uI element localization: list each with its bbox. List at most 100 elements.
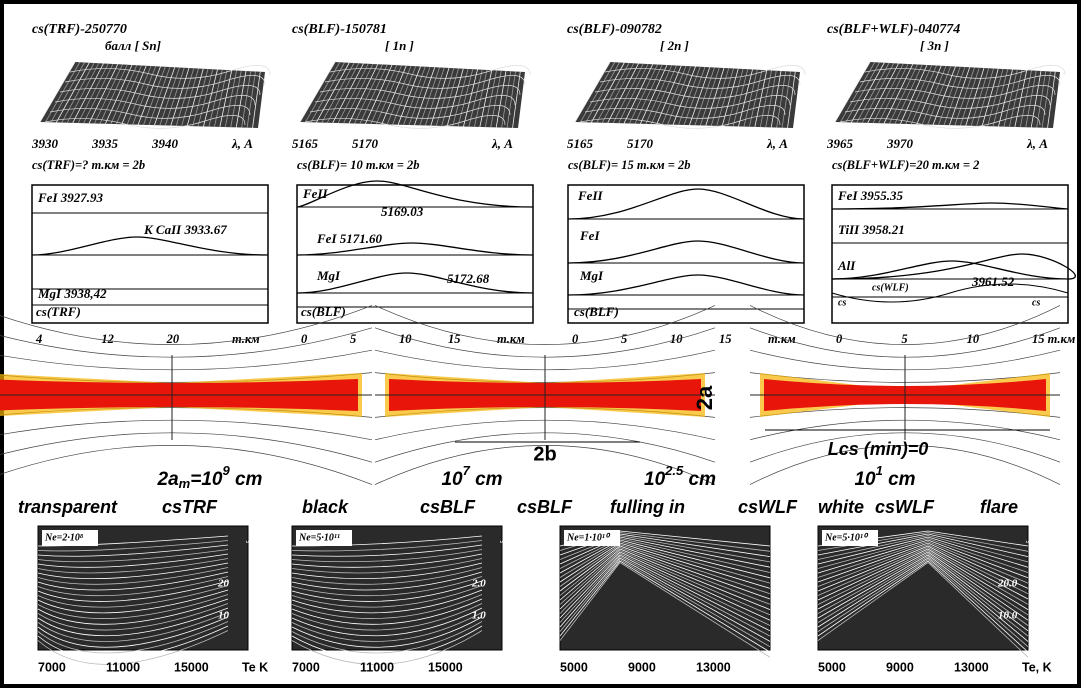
- surface-line: [126, 65, 152, 125]
- surface-line: [694, 67, 715, 126]
- surface-line: [37, 549, 229, 563]
- surface-ridge: [584, 105, 786, 119]
- surface-line: [252, 71, 261, 128]
- surface-line: [37, 558, 229, 574]
- surface-ridge: [849, 95, 1051, 109]
- surface-line: [559, 550, 771, 616]
- surface-line: [878, 63, 909, 124]
- surface-line: [954, 67, 975, 126]
- surface-ridge: [69, 65, 271, 79]
- surface-ridge: [839, 115, 1041, 129]
- surface-line: [607, 63, 639, 124]
- surface-line: [291, 630, 483, 665]
- surface-line: [37, 562, 229, 580]
- surface-line: [910, 65, 937, 125]
- surface-line: [37, 594, 229, 619]
- line-label: FeII: [302, 186, 329, 201]
- scale-part: cm: [683, 469, 716, 490]
- axis-label: 10: [218, 610, 230, 622]
- panel-title: cs(TRF)-250770: [32, 22, 127, 37]
- surface-line: [732, 69, 749, 127]
- surface-ridge: [579, 115, 781, 129]
- surface-line: [596, 62, 630, 123]
- surface-line: [305, 62, 341, 123]
- surface-line: [348, 64, 379, 124]
- surface-line: [310, 62, 345, 123]
- profile-box: [296, 184, 534, 324]
- line-label: cs(WLF): [872, 282, 909, 293]
- axis-label: 10: [967, 332, 980, 346]
- surface-line: [645, 65, 673, 125]
- surface-line: [1003, 69, 1018, 127]
- surface-line: [291, 616, 483, 648]
- surface-line: [618, 63, 649, 124]
- surface-line: [559, 547, 771, 605]
- surface-line: [623, 64, 654, 124]
- surface-line: [37, 553, 229, 568]
- surface-ridge: [49, 105, 251, 119]
- axis-label: 5000: [560, 660, 588, 674]
- surface-line: [817, 550, 1029, 616]
- surface-ridge: [589, 95, 791, 109]
- surface-line: [246, 71, 256, 128]
- surface-line: [72, 63, 104, 124]
- surface-line: [559, 557, 771, 642]
- panel-subtitle: балл [ Sn]: [105, 38, 161, 53]
- surface-line: [705, 67, 725, 126]
- surface-line: [61, 62, 95, 123]
- surface-ridge: [604, 65, 806, 79]
- axis-label: 5000: [818, 660, 846, 674]
- surface-line: [916, 65, 942, 125]
- surface-line: [867, 63, 899, 124]
- surface-line: [45, 62, 81, 123]
- surface-line: [1041, 71, 1051, 128]
- surface-line: [559, 561, 771, 658]
- surface-line: [121, 65, 147, 125]
- surface-line: [889, 64, 918, 124]
- density-box: [42, 530, 98, 546]
- surface-line: [981, 68, 999, 127]
- panel-title: cs(BLF)-150781: [292, 22, 387, 37]
- axis-label: 20: [217, 578, 230, 590]
- surface-line: [37, 540, 229, 552]
- surface-line: [105, 64, 133, 124]
- surface-ridge: [304, 115, 506, 129]
- axis-label: 3965: [826, 136, 854, 151]
- surface-line: [137, 66, 161, 125]
- axis-label: 10: [399, 332, 412, 346]
- line-label: FeI: [579, 228, 600, 243]
- surface-line: [408, 66, 431, 126]
- dimension-label: 2b: [533, 443, 556, 465]
- axis-label: λ, A: [1026, 136, 1048, 151]
- surface-line: [943, 66, 966, 126]
- panel-title: cs(BLF)-090782: [567, 22, 662, 37]
- surface-line: [817, 547, 1029, 605]
- surface-line: [559, 551, 771, 621]
- surface-line: [419, 67, 440, 126]
- line-label: cs: [838, 297, 846, 308]
- surface-line: [1036, 71, 1047, 128]
- surface-line: [175, 68, 195, 126]
- surface-line: [817, 533, 1029, 557]
- field-line: [0, 305, 373, 345]
- surface-ridge: [309, 105, 511, 119]
- surface-line: [856, 62, 890, 123]
- surface-line: [132, 66, 157, 125]
- surface-line: [932, 66, 956, 125]
- density-label: Ne=5·10¹⁰: [824, 532, 869, 543]
- axis-label: λ, A: [231, 136, 253, 151]
- surface-line: [37, 567, 229, 585]
- profile-box: [567, 184, 805, 324]
- surface-line: [463, 69, 478, 127]
- axis-label: 0: [301, 332, 308, 346]
- axis-label: 3970: [886, 136, 914, 151]
- surface-line: [776, 71, 787, 128]
- surface-line: [452, 68, 469, 127]
- profile-curve: [831, 283, 1069, 303]
- surface-line: [343, 63, 374, 124]
- surface-line: [291, 589, 483, 614]
- line-label: cs(BLF): [301, 304, 346, 319]
- axis-label: 7000: [292, 660, 320, 674]
- surface-line: [817, 538, 1029, 573]
- surface-line: [77, 63, 109, 124]
